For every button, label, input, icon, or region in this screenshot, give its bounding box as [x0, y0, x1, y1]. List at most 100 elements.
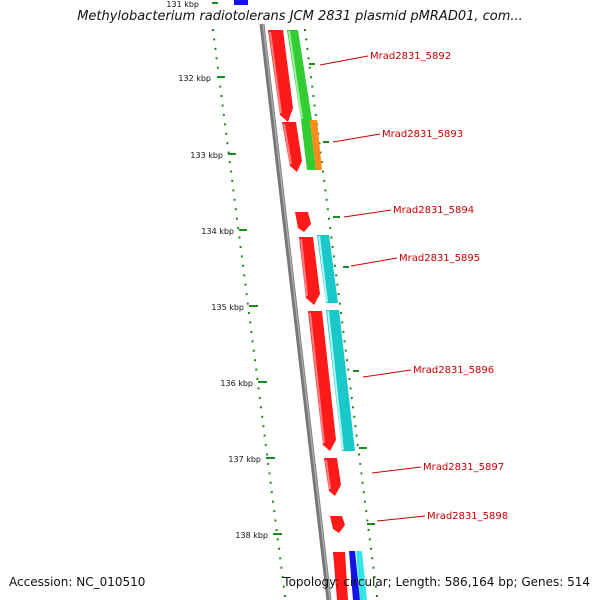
tick-label: 136 kbp	[220, 379, 253, 388]
ruler-dot	[340, 312, 342, 314]
ruler-dot	[262, 425, 265, 428]
gene-label[interactable]: Mrad2831_5897	[423, 462, 504, 473]
ruler-dot	[280, 566, 283, 569]
gene-label[interactable]: Mrad2831_5892	[370, 51, 451, 62]
gene-arrow[interactable]	[287, 30, 312, 120]
ruler-dot	[365, 510, 368, 513]
ruler-dot	[358, 453, 360, 456]
ruler-dot	[282, 585, 285, 588]
gene-label-group[interactable]: Mrad2831_5896	[353, 365, 494, 378]
ruler-dot	[263, 434, 266, 437]
gene-arrow[interactable]	[268, 30, 293, 122]
ruler-dot	[305, 38, 308, 41]
ruler-dot	[306, 47, 309, 50]
gene-label-group[interactable]: Mrad2831_5895	[343, 253, 480, 268]
ruler-tick: 135 kbp	[211, 303, 258, 312]
ruler-dot	[307, 57, 310, 60]
gene-label-group[interactable]: Mrad2831_5898	[367, 511, 508, 525]
ruler-dot	[234, 208, 237, 211]
gene-arrow[interactable]	[308, 311, 336, 451]
gene-arrow[interactable]	[282, 122, 302, 172]
minus-strand-genes	[268, 30, 348, 600]
ruler-dot	[310, 76, 312, 79]
ruler-dot	[213, 38, 216, 41]
ruler-dot	[355, 434, 358, 437]
ruler-dot	[329, 227, 332, 230]
ruler-dot	[231, 179, 234, 182]
gene-arrow[interactable]	[349, 551, 360, 600]
ruler-dot	[272, 500, 274, 503]
ruler-dot	[215, 57, 218, 60]
ruler-dot	[368, 538, 371, 541]
ruler-dot	[356, 444, 359, 447]
ruler: 131 kbp 132 kbp 133 kbp 134 kbp 135 kbp …	[166, 0, 282, 540]
gene-arrow[interactable]	[299, 237, 320, 305]
ruler-dot	[275, 529, 278, 531]
gene-label-group[interactable]: Mrad2831_5897	[359, 447, 504, 474]
accession-text: Accession: NC_010510	[9, 575, 146, 589]
gene-label[interactable]: Mrad2831_5896	[413, 365, 494, 376]
ruler-dot	[371, 557, 374, 560]
ruler-dot	[323, 179, 326, 182]
gene-label[interactable]: Mrad2831_5898	[427, 511, 508, 522]
gene-labels: Mrad2831_5892 Mrad2831_5893 Mrad2831_589…	[309, 51, 508, 525]
ruler-dot	[334, 264, 336, 267]
gene-label-group[interactable]: Mrad2831_5892	[309, 51, 451, 66]
ruler-dot	[284, 595, 286, 597]
ruler-dot	[240, 255, 243, 258]
ruler-dot	[220, 95, 223, 97]
ruler-dot	[367, 529, 370, 531]
gene-arrow[interactable]	[333, 552, 348, 600]
ruler-dot	[228, 161, 231, 164]
ruler-dot	[376, 595, 378, 597]
ruler-dot	[322, 170, 324, 173]
ruler-dot	[304, 29, 306, 31]
ruler-dot	[349, 387, 352, 390]
gene-arrow[interactable]	[317, 235, 338, 303]
ruler-dot	[335, 274, 338, 277]
ruler-dot	[354, 425, 357, 428]
ruler-dot	[227, 151, 230, 154]
gene-label[interactable]: Mrad2831_5893	[382, 129, 463, 140]
gene-arrow[interactable]	[310, 120, 322, 170]
gene-label[interactable]: Mrad2831_5894	[393, 205, 474, 216]
gene-label[interactable]: Mrad2831_5895	[399, 253, 480, 264]
ruler-dot	[336, 283, 339, 286]
ruler-dot	[330, 236, 333, 239]
gene-label-group[interactable]: Mrad2831_5894	[333, 205, 474, 218]
ruler-dot	[274, 519, 277, 522]
ruler-dot	[313, 104, 316, 107]
ruler-dot	[222, 113, 225, 116]
ruler-tick: 136 kbp	[220, 379, 267, 388]
ruler-dot	[281, 576, 284, 579]
ruler-dot	[248, 312, 250, 314]
ruler-dot	[212, 29, 214, 31]
ruler-dot	[216, 66, 219, 69]
ruler-dot	[251, 340, 254, 343]
tick-label: 134 kbp	[201, 227, 234, 236]
ruler-tick: 134 kbp	[201, 227, 247, 236]
ruler-dot	[270, 491, 273, 494]
gene-label-group[interactable]: Mrad2831_5893	[323, 129, 463, 143]
ruler-dot	[226, 142, 229, 145]
gene-arrow[interactable]	[301, 120, 316, 170]
ruler-dot	[273, 510, 276, 513]
gene-arrow[interactable]	[330, 516, 345, 533]
ruler-dot	[364, 500, 366, 503]
gene-arrow[interactable]	[295, 212, 311, 232]
ruler-dot	[225, 132, 228, 135]
ruler-dot	[326, 208, 329, 211]
ruler-dot	[342, 330, 345, 333]
gene-arrow[interactable]	[324, 458, 341, 496]
tick-label: 135 kbp	[211, 303, 244, 312]
tick-label: 132 kbp	[178, 74, 211, 83]
ruler-dot	[374, 585, 377, 588]
tick-label: 133 kbp	[190, 151, 223, 160]
ruler-dot	[237, 227, 240, 230]
ruler-dot	[242, 264, 244, 267]
gene-arrow[interactable]	[356, 551, 367, 600]
ruler-dot	[257, 387, 260, 390]
gene-arrow[interactable]	[326, 310, 355, 451]
gene-block-top[interactable]	[234, 0, 248, 5]
